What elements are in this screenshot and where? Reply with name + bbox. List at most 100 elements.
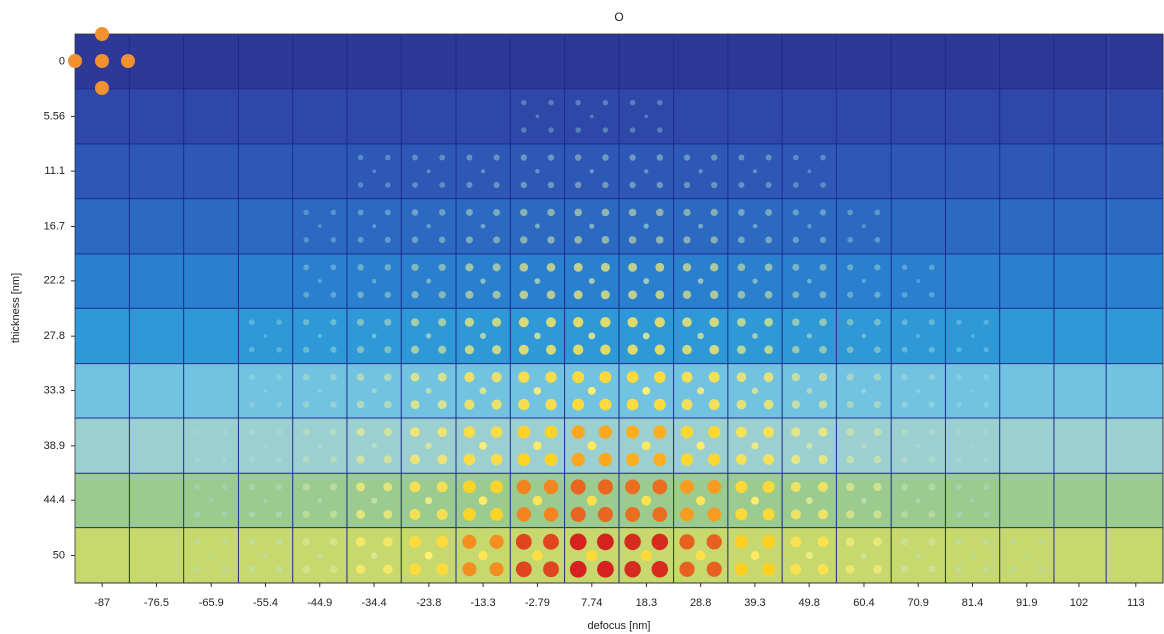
cell-spot xyxy=(480,278,485,283)
cell-spot xyxy=(439,182,445,188)
cell-spot xyxy=(846,565,855,574)
cell-spot xyxy=(481,224,486,229)
cell-spot xyxy=(983,402,989,408)
cell xyxy=(510,34,564,89)
cell-spot xyxy=(543,561,559,577)
cell-spot xyxy=(709,317,719,327)
cell-spot xyxy=(846,456,854,464)
cell-spot xyxy=(873,483,881,491)
cell xyxy=(782,34,836,89)
cell-spot xyxy=(330,264,336,270)
y-tick-label: 0 xyxy=(59,55,65,67)
cell-spot xyxy=(357,346,364,353)
x-tick-label: 91.9 xyxy=(1016,597,1037,609)
x-tick-label: 49.8 xyxy=(798,597,819,609)
cell-spot xyxy=(519,317,529,327)
cell-spot xyxy=(356,455,364,463)
cell xyxy=(1109,34,1163,89)
cell xyxy=(129,144,183,199)
cell-spot xyxy=(846,483,854,491)
x-tick-label: 70.9 xyxy=(908,597,929,609)
cell-spot xyxy=(494,154,500,160)
cell-spot xyxy=(276,374,282,380)
cell-spot xyxy=(627,399,639,411)
cell-spot xyxy=(738,209,745,216)
cell-spot xyxy=(711,182,717,188)
cell-spot xyxy=(956,484,962,490)
cell-spot xyxy=(652,507,667,522)
cell xyxy=(565,34,619,89)
cell-spot xyxy=(644,115,648,119)
cell-spot xyxy=(655,263,664,272)
cell-spot xyxy=(735,481,747,493)
cell-spot xyxy=(652,561,669,578)
cell xyxy=(945,199,999,254)
cell-spot xyxy=(738,155,744,161)
cell-spot xyxy=(1011,539,1016,544)
cell-spot xyxy=(357,401,365,409)
cell-spot xyxy=(847,319,854,326)
cell xyxy=(1109,199,1163,254)
cell xyxy=(238,144,292,199)
cell-spot xyxy=(764,345,773,354)
chart-title: O xyxy=(614,10,623,24)
cell-spot xyxy=(657,127,662,132)
cell-spot xyxy=(195,566,201,572)
cell-spot xyxy=(971,554,975,558)
cell-spot xyxy=(736,454,747,465)
cell-spot xyxy=(222,566,228,572)
cell xyxy=(293,144,347,199)
cell-spot xyxy=(792,318,800,326)
cell-spot xyxy=(929,401,935,407)
cell-spot xyxy=(303,237,309,243)
cell xyxy=(129,254,183,309)
cell-spot xyxy=(371,443,377,449)
cell-spot xyxy=(575,182,581,188)
marker-dot xyxy=(95,27,109,41)
cell-spot xyxy=(983,511,989,517)
x-axis-label: defocus [nm] xyxy=(588,620,651,632)
cell xyxy=(1000,473,1054,528)
cell-spot xyxy=(519,263,528,272)
y-tick-label: 33.3 xyxy=(44,384,65,396)
cell-spot xyxy=(629,209,637,217)
cell-spot xyxy=(806,443,812,449)
cell xyxy=(75,309,129,364)
cell-spot xyxy=(570,561,587,578)
cell-spot xyxy=(956,566,962,572)
cell-spot xyxy=(466,209,473,216)
cell-spot xyxy=(807,279,812,284)
cell-spot xyxy=(330,319,336,325)
cell-spot xyxy=(465,291,473,299)
cell xyxy=(238,34,292,89)
cell-spot xyxy=(409,536,421,548)
cell-spot xyxy=(222,539,228,545)
cell-spot xyxy=(680,480,694,494)
cell-spot xyxy=(711,154,717,160)
cell xyxy=(1000,199,1054,254)
cell-spot xyxy=(928,483,935,490)
x-tick-label: -55.4 xyxy=(253,597,278,609)
cell-spot xyxy=(683,291,691,299)
cell-spot xyxy=(956,374,962,380)
cell-spot xyxy=(875,237,881,243)
cell-spot xyxy=(478,551,487,560)
cell-spot xyxy=(861,553,867,559)
cell-spot xyxy=(916,389,920,393)
cell-spot xyxy=(708,453,720,465)
cell-spot xyxy=(735,563,748,576)
cell-spot xyxy=(627,371,639,383)
marker-dot xyxy=(68,54,82,68)
cell-spot xyxy=(763,454,774,465)
cell-spot xyxy=(735,535,748,548)
cell-spot xyxy=(571,507,586,522)
cell-spot xyxy=(751,497,759,505)
cell-spot xyxy=(590,115,594,119)
cell-spot xyxy=(763,427,774,438)
cell-spot xyxy=(330,292,336,298)
cell-spot xyxy=(574,290,583,299)
marker-dot xyxy=(121,54,135,68)
cell xyxy=(75,199,129,254)
cell-spot xyxy=(372,169,376,173)
cell-spot xyxy=(983,566,989,572)
